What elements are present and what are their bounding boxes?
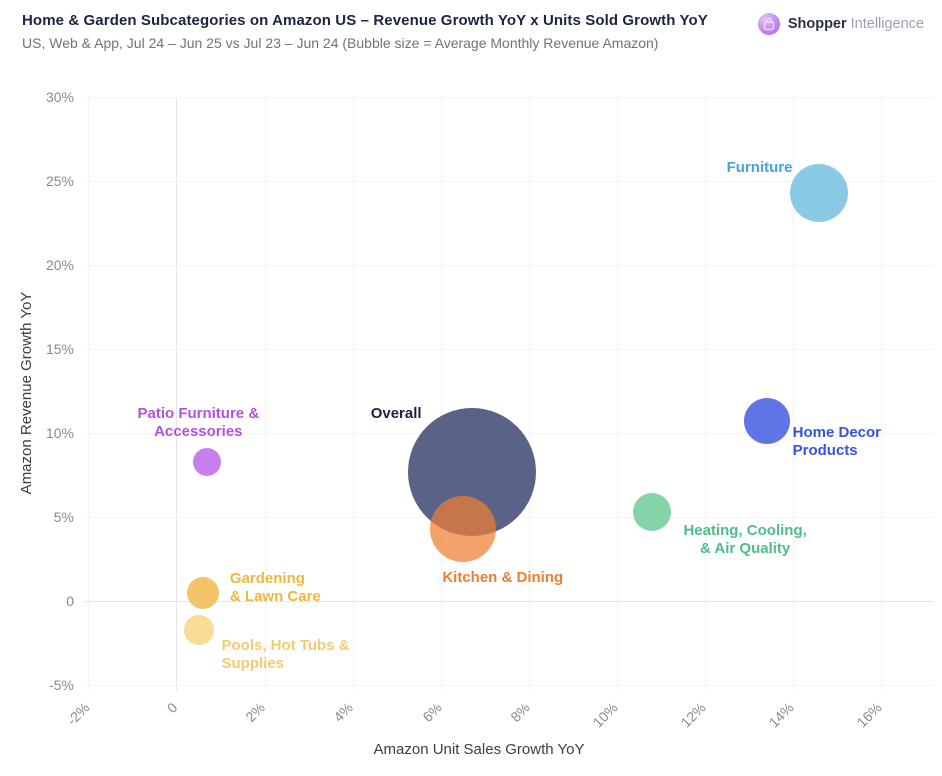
x-tick-label: 2% <box>242 699 269 725</box>
gridline-h <box>84 600 934 602</box>
brand-name: Shopper Intelligence <box>788 15 924 33</box>
x-tick-label: 16% <box>853 699 885 731</box>
page-subtitle: US, Web & App, Jul 24 – Jun 25 vs Jul 23… <box>22 35 659 51</box>
gridline-v <box>704 97 706 690</box>
y-axis-title: Amazon Revenue Growth YoY <box>18 291 35 495</box>
x-tick-label: 8% <box>506 699 533 725</box>
page-title: Home & Garden Subcategories on Amazon US… <box>22 12 708 29</box>
gridline-v <box>88 97 90 690</box>
x-tick-label: 0 <box>163 699 181 717</box>
y-tick-label: 25% <box>45 172 74 189</box>
gridline-v <box>440 97 442 690</box>
y-tick-label: 0 <box>66 592 74 609</box>
gridline-v <box>528 97 530 690</box>
gridline-v <box>352 97 354 690</box>
bubble-label-home-decor-products: Home Decor Products <box>792 424 881 460</box>
x-tick-label: 14% <box>765 699 797 731</box>
x-tick-label: -2% <box>63 699 93 729</box>
brand-name-bold: Shopper <box>787 16 847 32</box>
x-tick-label: 12% <box>677 699 709 731</box>
gridline-v <box>793 97 795 690</box>
x-tick-label: 10% <box>589 699 621 731</box>
shopper-intelligence-logo: Shopper Intelligence <box>757 12 924 36</box>
y-tick-label: -5% <box>49 676 74 693</box>
x-axis-title: Amazon Unit Sales Growth YoY <box>373 741 585 758</box>
bubble-label-heating-cooling-air-quality: Heating, Cooling, & Air Quality <box>683 521 807 557</box>
bubble-furniture[interactable] <box>790 163 849 222</box>
bubble-label-gardening-lawn-care: Gardening & Lawn Care <box>229 569 321 605</box>
bubble-label-patio-furniture-accessories: Patio Furniture & Accessories <box>137 404 260 440</box>
bubble-label-pools-hot-tubs-supplies: Pools, Hot Tubs & Supplies <box>221 636 350 672</box>
bubble-patio-furniture-accessories[interactable] <box>193 447 222 476</box>
gridline-h <box>84 97 934 98</box>
y-tick-label: 15% <box>45 340 74 357</box>
bubble-label-furniture: Furniture <box>726 158 793 176</box>
bubble-gardening-lawn-care[interactable] <box>186 576 219 609</box>
bubble-heating-cooling-air-quality[interactable] <box>633 492 672 531</box>
bubble-label-kitchen-dining: Kitchen & Dining <box>442 568 564 586</box>
gridline-v <box>264 97 266 690</box>
gridline-h <box>84 180 934 182</box>
gridline-h <box>84 264 934 266</box>
gridline-v <box>881 97 883 690</box>
y-tick-label: 5% <box>53 508 74 525</box>
gridline-h <box>84 684 934 686</box>
bubble-kitchen-dining[interactable] <box>429 495 496 562</box>
bubble-pools-hot-tubs-supplies[interactable] <box>183 614 214 645</box>
y-tick-label: 10% <box>45 424 74 441</box>
chart-header: Home & Garden Subcategories on Amazon US… <box>22 12 762 51</box>
gridline-h <box>84 348 934 350</box>
bubble-label-overall: Overall <box>370 404 422 422</box>
shopping-bag-icon <box>757 13 780 35</box>
gridline-v <box>616 97 618 690</box>
y-tick-label: 20% <box>45 256 74 273</box>
brand-name-light: Intelligence <box>850 16 924 32</box>
gridline-v <box>176 97 178 690</box>
y-tick-label: 30% <box>45 89 74 105</box>
bubble-home-decor-products[interactable] <box>743 398 790 445</box>
x-tick-label: 4% <box>330 699 357 725</box>
x-tick-label: 6% <box>418 699 445 725</box>
